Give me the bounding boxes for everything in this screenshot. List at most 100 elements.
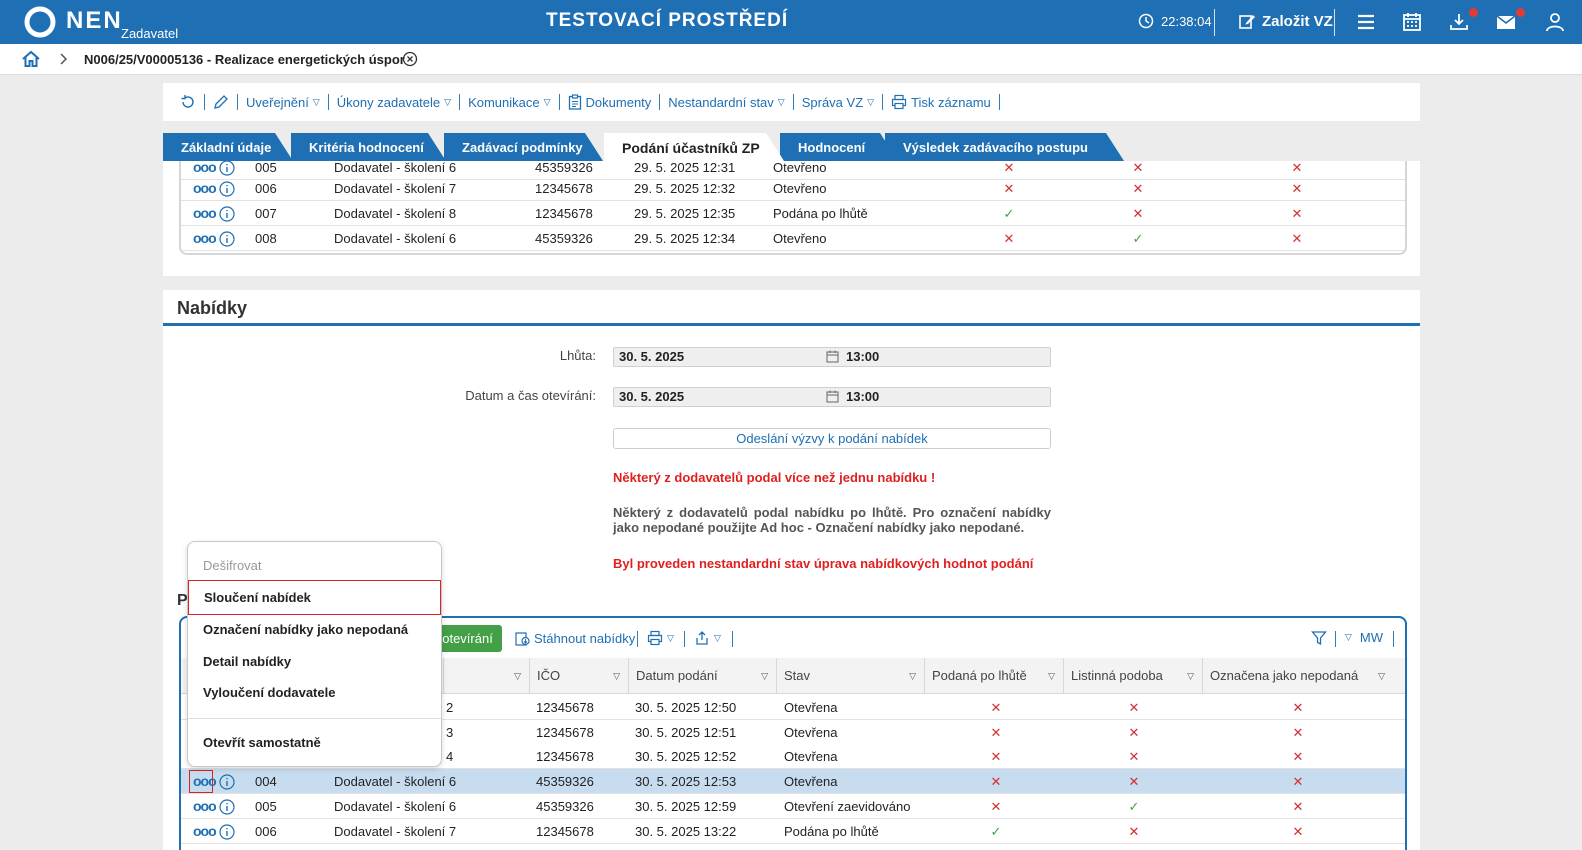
tab-kriteria-hodnoceni[interactable]: Kritéria hodnocení: [291, 133, 446, 161]
export-menu[interactable]: ▽: [694, 630, 721, 646]
komunikace-menu[interactable]: Komunikace ▽: [460, 95, 558, 110]
row-actions-button[interactable]: ooo: [193, 230, 217, 246]
triangle-down-icon[interactable]: ▽: [1378, 671, 1385, 681]
menu-item-otevrit-samostatne[interactable]: Otevřít samostatně: [203, 735, 321, 750]
row-actions-button[interactable]: ooo: [193, 773, 217, 790]
lhuta-label: Lhůta:: [559, 348, 596, 363]
refresh-button[interactable]: [172, 94, 204, 110]
triangle-down-icon[interactable]: ▽: [761, 671, 768, 681]
header-ico[interactable]: IČO ▽: [529, 658, 628, 694]
info-icon[interactable]: [219, 161, 235, 176]
info-icon[interactable]: [219, 181, 235, 197]
section-title: Nabídky: [177, 298, 248, 318]
print-menu[interactable]: ▽: [647, 630, 674, 646]
cross-icon: ✕: [990, 700, 1002, 715]
header-nepodana[interactable]: Označena jako nepodaná ▽: [1202, 658, 1393, 694]
tab-podani-ucastniku[interactable]: Podání účastníků ZP: [604, 133, 784, 161]
filter-icon[interactable]: [1311, 630, 1327, 646]
header-datum[interactable]: Datum podání ▽: [628, 658, 776, 694]
info-icon[interactable]: [219, 231, 235, 247]
download-icon[interactable]: [1448, 11, 1470, 33]
odeslani-vyzvy-button[interactable]: Odeslání výzvy k podání nabídek: [613, 428, 1051, 449]
table-row[interactable]: ooo 004 Dodavatel - školení 6 45359326 30. 5…: [181, 769, 1405, 795]
row-actions-button[interactable]: ooo: [193, 180, 217, 196]
tab-zakladni-udaje[interactable]: Základní údaje: [163, 133, 293, 161]
menu-item-slouceni-nabidek[interactable]: Sloučení nabídek: [188, 580, 441, 615]
header-stav[interactable]: Stav ▽: [776, 658, 924, 694]
zalozit-vz-button[interactable]: Založit VZ: [1238, 12, 1333, 30]
table-row[interactable]: ooo 006 Dodavatel - školení 7 12345678 30. 5…: [181, 818, 1405, 844]
column-settings-menu[interactable]: ▽ MW: [1345, 630, 1383, 645]
row-ico: 12345678: [536, 749, 594, 765]
cross-icon: ✕: [1003, 231, 1015, 246]
table-row[interactable]: ooo 008 Dodavatel - školení 6 45359326 29. 5…: [181, 226, 1405, 251]
cross-icon: ✕: [1292, 774, 1304, 790]
lhuta-field[interactable]: 30. 5. 2025 13:00: [613, 347, 1051, 367]
menu-item-desifrovat[interactable]: Dešifrovat: [203, 558, 262, 573]
row-number: 005: [255, 161, 277, 175]
row-actions-button[interactable]: ooo: [193, 161, 217, 175]
close-icon[interactable]: [402, 51, 418, 67]
calendar-icon[interactable]: [1401, 11, 1423, 33]
info-icon[interactable]: [219, 206, 235, 222]
mail-icon[interactable]: [1495, 11, 1517, 33]
calendar-icon[interactable]: [826, 390, 839, 403]
cross-icon: ✕: [1292, 700, 1304, 715]
menu-item-vylouceni-dodavatele[interactable]: Vyloučení dodavatele: [203, 685, 336, 700]
header-po-lhute[interactable]: Podaná po lhůtě ▽: [924, 658, 1063, 694]
cross-icon: ✕: [1292, 823, 1304, 839]
chevron-right-icon: [60, 53, 68, 65]
divider: [684, 631, 685, 647]
nen-logo-icon[interactable]: [24, 6, 56, 38]
ukony-menu[interactable]: Úkony zadavatele ▽: [329, 95, 459, 110]
otevirani-time: 13:00: [846, 389, 880, 404]
komunikace-label: Komunikace: [468, 94, 540, 110]
row-actions-button[interactable]: ooo: [193, 822, 217, 839]
triangle-down-icon[interactable]: ▽: [1187, 671, 1194, 681]
header-nazev[interactable]: ▽: [443, 658, 529, 694]
divider: [882, 94, 884, 110]
header-listinna[interactable]: Listinná podoba ▽: [1063, 658, 1202, 694]
dokumenty-button[interactable]: Dokumenty: [560, 94, 660, 110]
tab-hodnoceni[interactable]: Hodnocení: [780, 133, 898, 161]
row-actions-button[interactable]: ooo: [193, 797, 217, 814]
triangle-down-icon: ▽: [777, 96, 785, 107]
section-underline: [163, 323, 1420, 326]
calendar-icon[interactable]: [826, 350, 839, 363]
sprava-menu[interactable]: Správa VZ ▽: [794, 95, 882, 110]
triangle-down-icon[interactable]: ▽: [613, 671, 620, 681]
table-row[interactable]: ooo 007 Dodavatel - školení 8 12345678 29. 5…: [181, 201, 1405, 226]
printer-icon: [647, 630, 663, 646]
logo-text[interactable]: NEN: [66, 7, 123, 34]
table-row[interactable]: ooo 006 Dodavatel - školení 7 12345678 29. 5…: [181, 176, 1405, 201]
action-toolbar: Uveřejnění ▽ Úkony zadavatele ▽ Komunikace…: [163, 83, 1420, 121]
row-ico: 12345678: [536, 700, 594, 715]
row-supplier: Dodavatel - školení 6: [334, 161, 457, 175]
tab-vysledek[interactable]: Výsledek zadávacího postupu: [885, 133, 1124, 161]
user-icon[interactable]: [1544, 11, 1566, 33]
triangle-down-icon[interactable]: ▽: [909, 671, 916, 681]
tab-zadavaci-podminky[interactable]: Zadávací podmínky: [444, 133, 603, 161]
table-row[interactable]: ooo 005 Dodavatel - školení 6 45359326 29. 5…: [181, 161, 1405, 180]
menu-item-detail-nabidky[interactable]: Detail nabídky: [203, 654, 292, 669]
divider: [1334, 9, 1335, 36]
triangle-down-icon[interactable]: ▽: [1048, 671, 1055, 681]
menu-item-oznaceni-nepodana[interactable]: Označení nabídky jako nepodaná: [203, 622, 409, 637]
home-icon[interactable]: [22, 50, 40, 68]
stahnout-nabidky-button[interactable]: Stáhnout nabídky: [514, 630, 635, 646]
breadcrumb-title[interactable]: N006/25/V00005136 - Realizace energetick…: [84, 52, 405, 67]
info-icon[interactable]: [219, 823, 235, 840]
triangle-down-icon[interactable]: ▽: [514, 671, 521, 681]
row-supplier: Dodavatel - školení 6: [334, 798, 457, 814]
row-actions-button[interactable]: ooo: [193, 205, 217, 221]
tisk-button[interactable]: Tisk záznamu: [883, 94, 999, 110]
nestandardni-menu[interactable]: Nestandardní stav ▽: [660, 95, 792, 110]
pencil-icon: [214, 95, 228, 109]
table-row[interactable]: ooo 005 Dodavatel - školení 6 45359326 30. 5…: [181, 793, 1405, 819]
menu-icon[interactable]: [1355, 11, 1377, 33]
uverejneni-menu[interactable]: Uveřejnění ▽: [238, 95, 328, 110]
info-icon[interactable]: [219, 774, 235, 790]
otevirani-field[interactable]: 30. 5. 2025 13:00: [613, 387, 1051, 407]
edit-button[interactable]: [205, 94, 237, 110]
info-icon[interactable]: [219, 799, 235, 815]
